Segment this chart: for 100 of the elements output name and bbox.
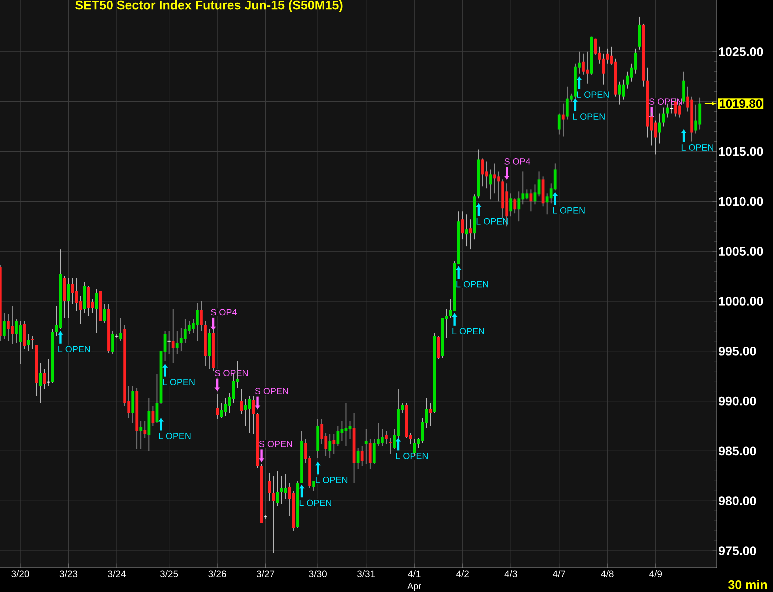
candlestick: [332, 434, 336, 455]
candlestick: [566, 86, 569, 120]
candlestick: [518, 191, 521, 222]
candlestick: [658, 113, 662, 144]
y-tick-label: 1005.00: [719, 247, 764, 256]
candlestick: [429, 402, 432, 427]
candlestick: [6, 314, 10, 342]
candlestick: [75, 278, 78, 312]
candlestick: [112, 331, 114, 355]
candlestick: [39, 362, 42, 404]
text: 1019.80: [720, 100, 762, 108]
y-tick-label: 1010.00: [719, 197, 764, 206]
candlestick: [176, 331, 179, 355]
candlestick: [208, 329, 211, 370]
annotation: L OPEN: [456, 281, 488, 288]
candlestick: [666, 103, 670, 118]
y-tick-label: 1000.00: [719, 297, 764, 306]
y-tick-label: 990.00: [718, 396, 756, 406]
candlestick: [15, 319, 18, 344]
candlestick: [368, 438, 372, 470]
annotation: L OPEN: [577, 92, 609, 98]
chart-title: SET50 Sector Index Futures Jun-15 (S50M15): [76, 0, 343, 12]
x-tick-label: 3/30: [309, 570, 327, 578]
candlestick: [380, 428, 384, 447]
annotation: S OP4: [211, 309, 237, 316]
y-tick-label: 1025.00: [719, 47, 764, 56]
annotation: S OPEN: [259, 441, 292, 448]
annotation: L OPEN: [163, 379, 195, 386]
x-tick-label: 4/9: [649, 570, 662, 578]
candlestick: [698, 97, 702, 130]
x-tick-label: 3/23: [60, 570, 78, 578]
candlestick: [586, 52, 589, 84]
candlestick: [328, 434, 332, 459]
annotation: L OPEN: [300, 500, 332, 506]
x-tick-label: 3/26: [208, 570, 226, 578]
candlestick: [180, 328, 183, 352]
x-tick-label: 4/7: [552, 570, 566, 578]
candlestick: [490, 169, 492, 200]
candlestick: [83, 282, 86, 314]
candlestick: [486, 161, 488, 190]
candlestick: [602, 54, 606, 86]
y-tick-label: 985.00: [718, 446, 756, 456]
candlestick: [224, 398, 228, 417]
x-tick-label: 3/31: [357, 570, 376, 578]
annotation: S OP4: [504, 158, 531, 165]
candlestick: [465, 214, 468, 247]
candlestick: [172, 309, 175, 364]
candlestick: [11, 306, 14, 345]
candlestick: [461, 211, 464, 240]
candlestick: [670, 103, 674, 114]
candlestick: [280, 476, 284, 505]
candlestick: [120, 318, 122, 342]
candlestick: [356, 448, 360, 470]
candlestick: [23, 321, 26, 350]
candlestick: [582, 54, 585, 76]
annotation: L OPEN: [573, 114, 605, 120]
candlestick: [144, 420, 147, 439]
candlestick: [220, 402, 224, 419]
candlestick: [46, 358, 51, 387]
candlestick: [87, 286, 90, 317]
candlestick: [140, 420, 143, 450]
candlestick: [114, 334, 120, 339]
x-tick-label: 4/1: [408, 570, 421, 578]
candlestick: [43, 368, 46, 390]
annotation: L OPEN: [316, 476, 348, 484]
candlestick: [104, 304, 106, 324]
candlestick: [132, 386, 135, 424]
y-tick-label: 980.00: [718, 496, 756, 506]
candlestick: [95, 289, 98, 334]
candlestick: [469, 219, 472, 250]
candlestick: [510, 193, 513, 218]
candlestick: [167, 331, 172, 355]
candlestick: [482, 158, 484, 188]
candlestick: [364, 428, 368, 465]
x-tick-label: 3/24: [108, 570, 126, 578]
candlestick: [694, 104, 698, 134]
candlestick: [562, 103, 565, 138]
candlestick: [31, 336, 34, 350]
candlestick: [389, 438, 392, 455]
x-tick-label: 3/20: [12, 570, 30, 578]
candlestick: [662, 107, 666, 128]
x-tick-label: 3/25: [160, 570, 178, 578]
y-tick-label: 1015.00: [719, 147, 764, 156]
text: Apr: [408, 583, 422, 592]
annotation: L OPEN: [452, 328, 484, 335]
candlestick: [618, 81, 622, 106]
candlestick: [216, 394, 219, 420]
candlestick: [558, 113, 561, 136]
candlestick: [682, 71, 686, 104]
x-tick-label: 4/3: [504, 570, 518, 578]
candlestick: [498, 171, 500, 202]
candlestick: [27, 334, 30, 352]
text: 30 min: [728, 580, 768, 590]
candlestick: [360, 446, 364, 467]
candlestick: [336, 426, 340, 447]
candlestick: [240, 388, 244, 415]
y-tick-label: 975.00: [718, 546, 756, 556]
candlestick: [148, 398, 151, 452]
candlestick: [494, 163, 496, 194]
annotation: S OPEN: [255, 388, 288, 394]
